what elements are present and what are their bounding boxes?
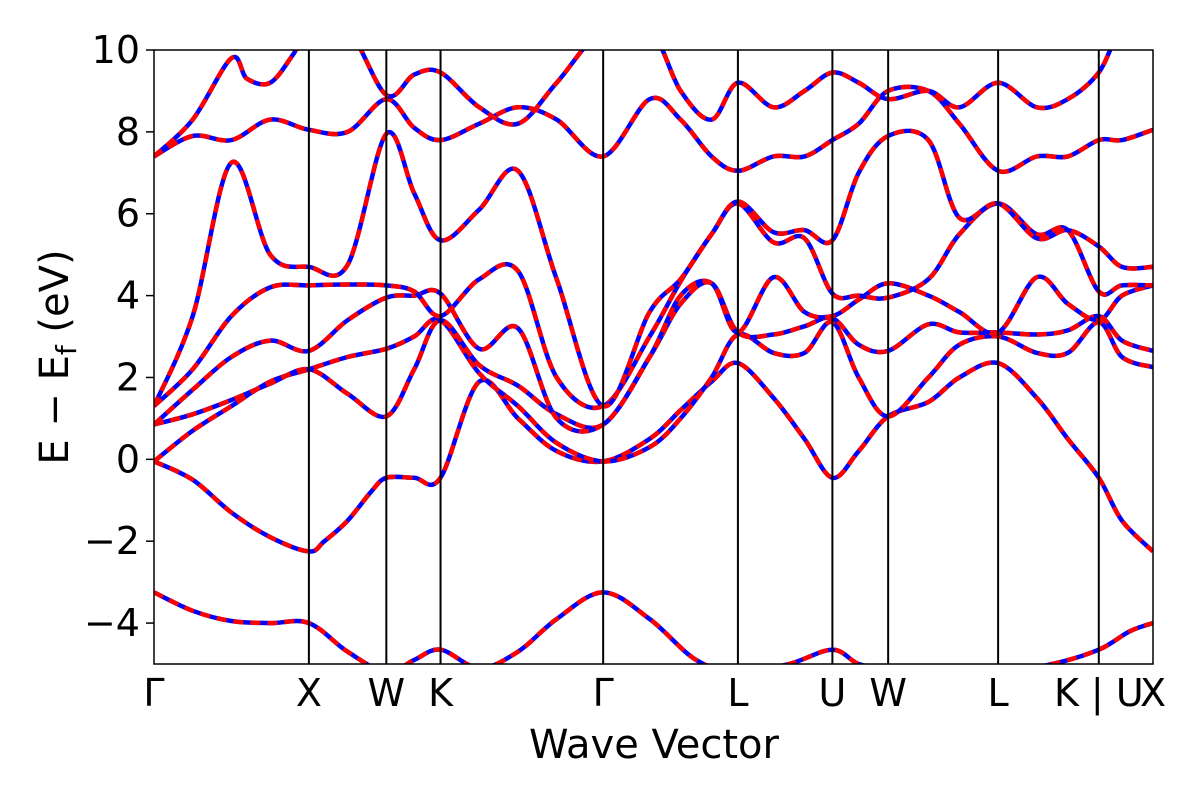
- band-1-reference-line: [154, 590, 1153, 664]
- y-tick-label: 4: [116, 274, 140, 318]
- y-tick-label: 0: [116, 437, 140, 481]
- y-tick-label: 2: [116, 355, 140, 399]
- y-tick-label: 8: [116, 110, 140, 154]
- band-2-dashed-line: [154, 360, 1153, 554]
- band-1-dashed-line: [154, 590, 1153, 664]
- x-axis-label: Wave Vector: [529, 722, 780, 768]
- y-axis-label-unit: (eV): [32, 249, 78, 345]
- plot-frame: [153, 49, 1154, 665]
- bands-layer: [154, 50, 1153, 664]
- y-axis-label-main: E − E: [32, 355, 78, 465]
- x-tick-label: Γ: [143, 671, 164, 715]
- band-3-dashed-line: [154, 316, 1153, 464]
- x-tick-label: K: [428, 671, 454, 715]
- band-9-reference-line: [154, 50, 1113, 159]
- x-tick-label: L: [727, 671, 748, 715]
- y-axis-label: E − Ef (eV): [32, 249, 83, 464]
- y-axis: −4 −2 0 2 4 6 8 10: [84, 28, 154, 645]
- x-tick-label: X: [296, 671, 322, 715]
- x-tick-label: U: [818, 671, 846, 715]
- x-tick-label: X: [1140, 671, 1166, 715]
- band-2-reference-line: [154, 360, 1153, 554]
- y-tick-label: −4: [84, 601, 140, 645]
- x-tick-label: W: [869, 671, 907, 715]
- x-tick-label: Γ: [593, 671, 614, 715]
- band-5-reference-line: [154, 274, 1153, 434]
- band-8-dashed-line: [154, 84, 1153, 175]
- y-axis-label-subscript: f: [50, 344, 83, 355]
- y-tick-label: 10: [92, 28, 140, 72]
- x-tick-label: L: [988, 671, 1009, 715]
- y-tick-label: 6: [116, 192, 140, 236]
- band-4-dashed-line: [154, 280, 1153, 431]
- high-symmetry-lines: [307, 50, 1100, 664]
- y-tick-label: −2: [84, 519, 140, 563]
- x-tick-label: K | U: [1054, 671, 1144, 716]
- band-9-dashed-line: [154, 50, 1113, 159]
- band-7-dashed-line: [154, 128, 1153, 409]
- band-3-reference-line: [154, 316, 1153, 464]
- x-tick-label: W: [368, 671, 406, 715]
